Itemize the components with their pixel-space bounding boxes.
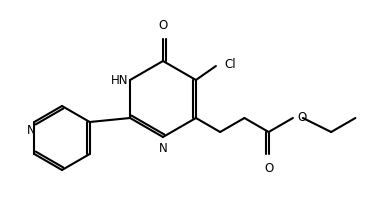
Text: O: O	[158, 19, 168, 32]
Text: HN: HN	[110, 73, 128, 87]
Text: O: O	[264, 162, 273, 175]
Text: N: N	[159, 142, 167, 155]
Text: Cl: Cl	[224, 57, 235, 70]
Text: N: N	[27, 124, 36, 137]
Text: O: O	[297, 110, 306, 124]
